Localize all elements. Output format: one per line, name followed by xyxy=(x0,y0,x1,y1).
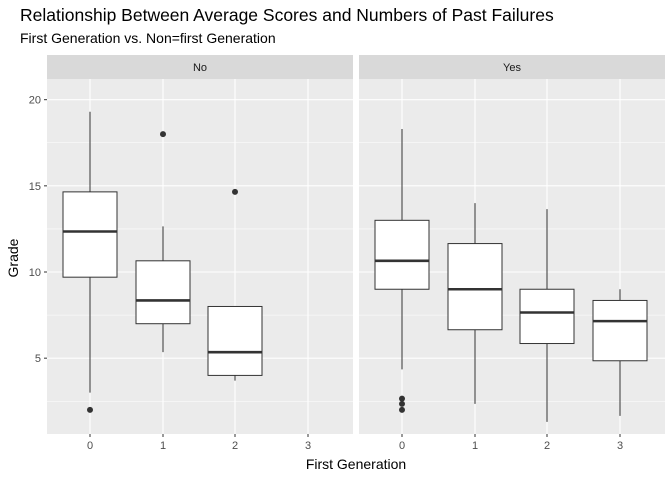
box-iqr xyxy=(519,288,575,345)
facet-strip xyxy=(47,55,353,79)
chart-subtitle: First Generation vs. Non=first Generatio… xyxy=(20,30,276,46)
y-tick-label: 10 xyxy=(29,267,41,279)
x-tick-label: 2 xyxy=(544,440,550,452)
outlier-point xyxy=(232,188,238,195)
x-tick-label: 1 xyxy=(160,440,166,452)
box-iqr xyxy=(135,260,191,325)
x-tick-label: 0 xyxy=(399,440,405,452)
box-iqr xyxy=(447,243,503,331)
y-tick-label: 5 xyxy=(35,353,41,365)
facet-panel-yes: Yes xyxy=(359,55,665,434)
x-axis: 0 1 2 3 0 1 2 3 xyxy=(87,434,623,452)
facet-strip-label: Yes xyxy=(503,62,521,74)
box-x-0 xyxy=(374,128,430,413)
facet-strip xyxy=(359,55,665,79)
box-x-1 xyxy=(135,131,191,353)
x-tick-label: 1 xyxy=(472,440,478,452)
x-axis-title: First Generation xyxy=(306,456,406,472)
box-x-3 xyxy=(592,289,648,416)
outlier-point xyxy=(399,406,405,413)
outlier-point xyxy=(399,400,405,407)
y-axis-title: Grade xyxy=(5,238,21,277)
box-iqr xyxy=(207,305,263,376)
x-tick-label: 3 xyxy=(617,440,623,452)
x-tick-label: 0 xyxy=(87,440,93,452)
x-tick-label: 3 xyxy=(305,440,311,452)
box-x-2 xyxy=(519,209,575,422)
chart-title: Relationship Between Average Scores and … xyxy=(20,5,554,25)
facet-strip-label: No xyxy=(193,62,207,74)
outlier-point xyxy=(87,406,93,413)
y-axis: 5 10 15 20 xyxy=(29,95,47,365)
box-iqr xyxy=(592,299,648,362)
outlier-point xyxy=(399,395,405,402)
y-tick-label: 15 xyxy=(29,181,41,193)
box-iqr xyxy=(374,219,430,290)
x-tick-label: 2 xyxy=(232,440,238,452)
box-x-2 xyxy=(207,188,263,381)
y-tick-label: 20 xyxy=(29,95,41,107)
box-iqr xyxy=(62,191,118,278)
box-x-0 xyxy=(62,111,118,413)
facet-panel-no: No xyxy=(47,55,353,434)
box-x-1 xyxy=(447,203,503,404)
panels-layer: No Yes xyxy=(47,55,665,434)
outlier-point xyxy=(160,131,166,138)
